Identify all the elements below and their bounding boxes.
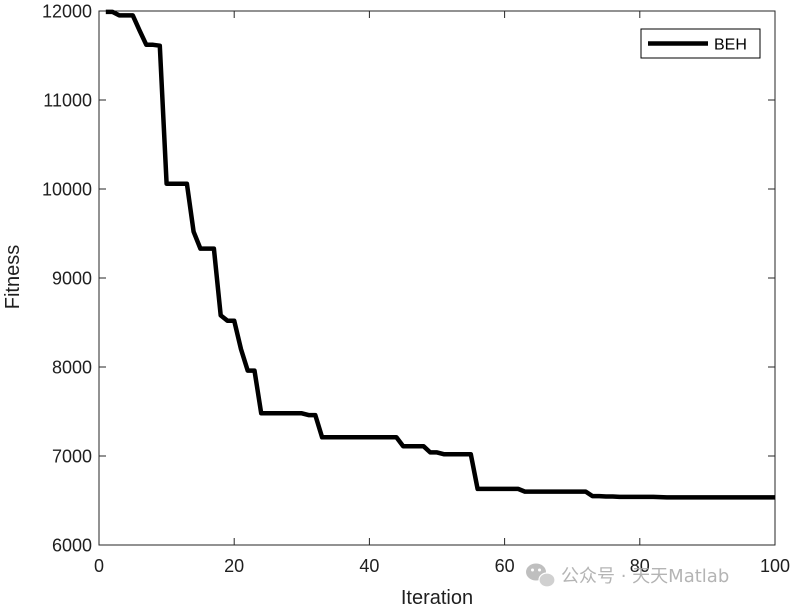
ticks: 0 20 40 60 80 100 6000 7000 8000 9000 10000 11000 12…: [42, 2, 790, 577]
y-tick-label: 7000: [52, 447, 92, 467]
y-tick-label: 11000: [43, 91, 92, 111]
y-axis-label: Fitness: [2, 245, 24, 309]
y-tick-label: 8000: [52, 358, 92, 378]
watermark-text: 公众号 · 天天Matlab: [561, 566, 729, 587]
x-tick-label: 80: [630, 556, 650, 576]
x-tick-label: 100: [760, 556, 790, 576]
x-tick-label: 40: [359, 556, 379, 576]
series-layer: [105, 9, 775, 500]
wechat-icon: [526, 563, 556, 588]
axes: [98, 10, 776, 546]
y-tick-label: 6000: [52, 536, 92, 556]
x-tick-label: 60: [495, 556, 515, 576]
x-tick-label: 20: [224, 556, 244, 576]
series-line-beh: [105, 9, 775, 500]
legend: BEH: [640, 28, 761, 59]
y-tick-label: 9000: [52, 269, 92, 289]
x-axis-label: Iteration: [401, 587, 473, 608]
plot-frame: [98, 10, 776, 546]
legend-entry-label: BEH: [714, 37, 747, 54]
y-tick-label: 12000: [42, 2, 92, 22]
y-tick-label: 10000: [42, 180, 92, 200]
x-tick-label: 0: [94, 556, 104, 576]
watermark: 公众号 · 天天Matlab: [526, 563, 729, 588]
